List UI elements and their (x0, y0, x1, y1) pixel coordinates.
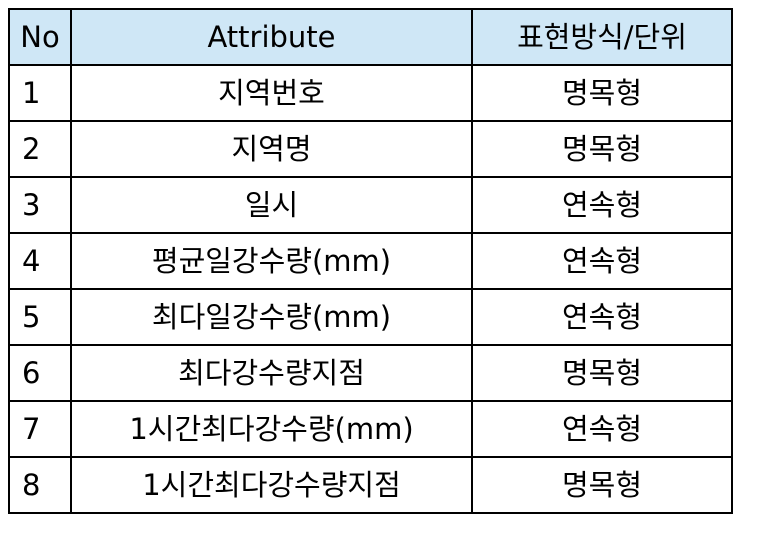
row-attribute: 일시 (70, 176, 473, 234)
row-representation: 연속형 (471, 288, 733, 346)
row-no: 7 (8, 400, 72, 458)
table-row: 6 최다강수량지점 명목형 (8, 344, 733, 402)
row-attribute: 최다강수량지점 (70, 344, 473, 402)
attribute-table-container: No Attribute 표현방식/단위 1 지역번호 명목형 2 지역명 명목… (8, 8, 733, 514)
table-row: 4 평균일강수량(mm) 연속형 (8, 232, 733, 290)
row-attribute: 지역번호 (70, 64, 473, 122)
table-row: 5 최다일강수량(mm) 연속형 (8, 288, 733, 346)
row-no: 1 (8, 64, 72, 122)
row-representation: 명목형 (471, 456, 733, 514)
row-no: 5 (8, 288, 72, 346)
row-no: 6 (8, 344, 72, 402)
row-attribute: 최다일강수량(mm) (70, 288, 473, 346)
header-representation: 표현방식/단위 (471, 8, 733, 66)
row-no: 3 (8, 176, 72, 234)
row-representation: 명목형 (471, 344, 733, 402)
row-representation: 명목형 (471, 64, 733, 122)
header-no: No (8, 8, 72, 66)
row-attribute: 1시간최다강수량(mm) (70, 400, 473, 458)
row-no: 4 (8, 232, 72, 290)
row-representation: 연속형 (471, 400, 733, 458)
table-row: 8 1시간최다강수량지점 명목형 (8, 456, 733, 514)
row-representation: 명목형 (471, 120, 733, 178)
row-no: 8 (8, 456, 72, 514)
table-row: 7 1시간최다강수량(mm) 연속형 (8, 400, 733, 458)
row-representation: 연속형 (471, 232, 733, 290)
row-attribute: 1시간최다강수량지점 (70, 456, 473, 514)
header-attribute: Attribute (70, 8, 473, 66)
row-attribute: 평균일강수량(mm) (70, 232, 473, 290)
attribute-table: No Attribute 표현방식/단위 1 지역번호 명목형 2 지역명 명목… (8, 8, 733, 514)
header-row: No Attribute 표현방식/단위 (8, 8, 733, 66)
row-attribute: 지역명 (70, 120, 473, 178)
table-row: 3 일시 연속형 (8, 176, 733, 234)
row-no: 2 (8, 120, 72, 178)
table-row: 1 지역번호 명목형 (8, 64, 733, 122)
table-row: 2 지역명 명목형 (8, 120, 733, 178)
row-representation: 연속형 (471, 176, 733, 234)
